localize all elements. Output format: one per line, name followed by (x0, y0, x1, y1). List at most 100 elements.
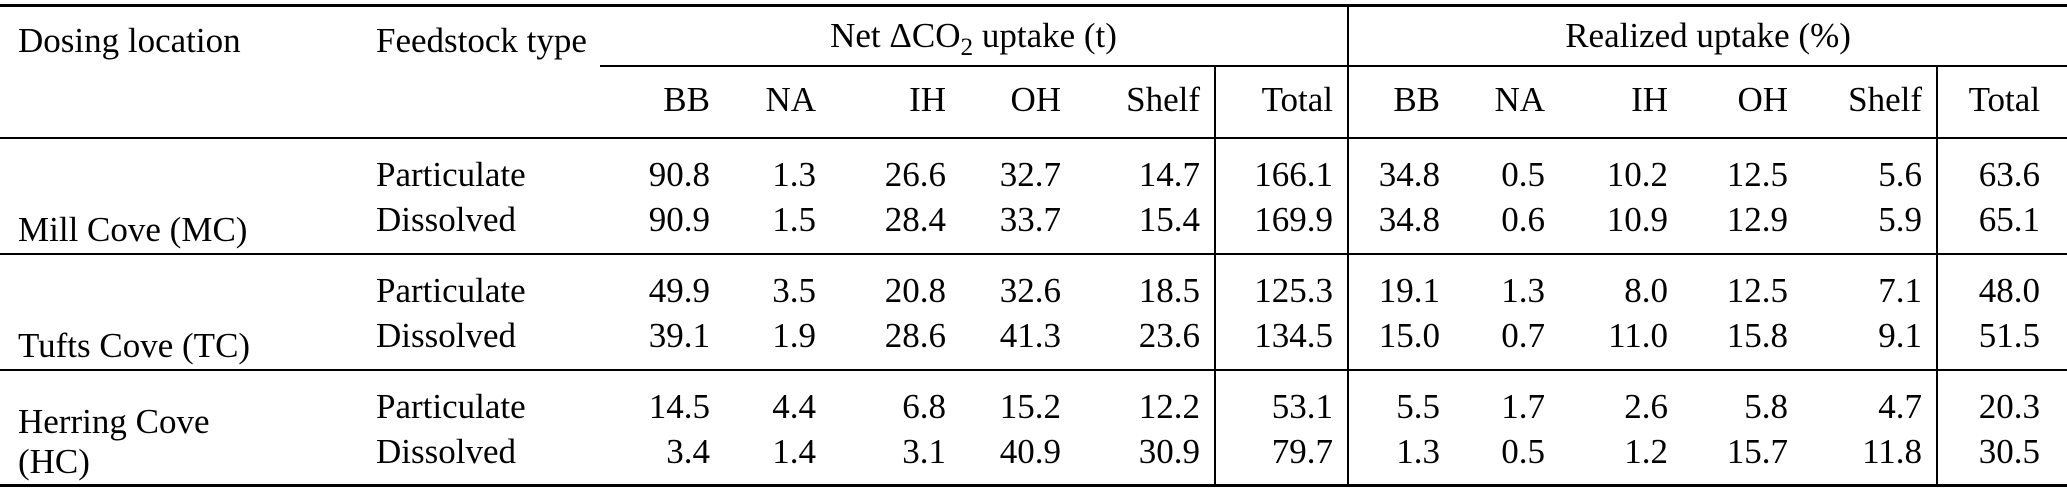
col-header-net-shelf: Shelf (1126, 80, 1200, 120)
table-row: Mill Cove (MC) Particulate 90.8 1.3 26.6… (0, 137, 2067, 249)
net-co2-uptake-group-header: Net ΔCO2 uptake (t) (600, 5, 1349, 67)
cell-value: 15.2 (999, 387, 1061, 427)
mill-cove-group: Mill Cove (MC) Particulate 90.8 1.3 26.6… (0, 137, 2067, 254)
cell-value: 26.6 (884, 155, 946, 195)
table-row: Dissolved 3.4 1.4 3.1 40.9 30.9 79.7 1.3… (0, 429, 2067, 486)
feedstock-cell: Dissolved (376, 431, 516, 471)
cell-total: 65.1 (1936, 197, 2067, 254)
cell-value: 19.1 (1347, 253, 1455, 314)
cell-total: 48.0 (1936, 253, 2067, 314)
cell-value: 15.4 (1138, 199, 1200, 239)
cell-value: 11.0 (1608, 315, 1669, 355)
col-header-realized-bb: BB (1347, 65, 1455, 138)
col-header-net-na: NA (765, 80, 816, 120)
cell-value: 10.2 (1606, 155, 1669, 195)
col-header-net-ih: IH (909, 80, 946, 120)
net-co2-title-pre: Net ΔCO (830, 16, 961, 56)
cell-value: 1.2 (1624, 431, 1669, 471)
cell-value: 3.1 (902, 431, 946, 471)
cell-value: 1.3 (1501, 271, 1546, 311)
feedstock-cell: Particulate (376, 271, 526, 311)
col-header-realized-na: NA (1494, 80, 1546, 120)
cell-value: 0.5 (1501, 431, 1546, 471)
cell-value: 15.7 (1726, 431, 1789, 471)
cell-value: 11.8 (1862, 431, 1923, 471)
cell-value: 23.6 (1138, 315, 1200, 355)
cell-value: 1.9 (772, 315, 816, 355)
cell-total: 63.6 (1936, 137, 2067, 198)
cell-value: 12.5 (1726, 155, 1789, 195)
cell-value: 40.9 (999, 431, 1061, 471)
table-row: Dissolved 39.1 1.9 28.6 41.3 23.6 134.5 … (0, 313, 2067, 370)
cell-value: 15.8 (1726, 315, 1789, 355)
cell-value: 1.3 (1347, 429, 1455, 486)
col-header-net-bb: BB (663, 80, 710, 120)
col-header-realized-ih: IH (1631, 80, 1669, 120)
cell-value: 41.3 (999, 315, 1061, 355)
cell-total: 20.3 (1936, 369, 2067, 430)
cell-value: 20.8 (884, 271, 946, 311)
cell-value: 6.8 (902, 387, 946, 427)
cell-value: 5.5 (1347, 369, 1455, 430)
cell-value: 3.4 (666, 431, 710, 471)
cell-value: 34.8 (1347, 137, 1455, 198)
cell-value: 4.7 (1878, 387, 1923, 427)
cell-value: 14.7 (1138, 155, 1200, 195)
cell-total: 166.1 (1213, 137, 1349, 198)
location-cell: Mill Cove (MC) (18, 210, 248, 250)
cell-value: 90.9 (648, 199, 710, 239)
cell-value: 8.0 (1624, 271, 1669, 311)
cell-total: 134.5 (1213, 313, 1349, 370)
table-header: Dosing location Feedstock type Net ΔCO2 … (0, 5, 2067, 138)
location-cell: Herring Cove (HC) (18, 401, 210, 481)
cell-value: 12.5 (1726, 271, 1789, 311)
cell-value: 28.6 (884, 315, 946, 355)
cell-value: 1.7 (1501, 387, 1546, 427)
dosing-location-header: Dosing location (18, 21, 241, 60)
cell-total: 30.5 (1936, 429, 2067, 486)
cell-value: 5.9 (1878, 199, 1923, 239)
col-header-realized-oh: OH (1737, 80, 1789, 120)
table-row: Herring Cove (HC) Particulate 14.5 4.4 6… (0, 369, 2067, 481)
cell-value: 32.6 (999, 271, 1061, 311)
table-row: Tufts Cove (TC) Particulate 49.9 3.5 20.… (0, 253, 2067, 365)
feedstock-cell: Dissolved (376, 315, 516, 355)
cell-total: 79.7 (1213, 429, 1349, 486)
group-title-row: Dosing location Feedstock type Net ΔCO2 … (0, 5, 2067, 67)
feedstock-type-header: Feedstock type (376, 21, 587, 60)
cell-value: 2.6 (1624, 387, 1669, 427)
cell-value: 28.4 (884, 199, 946, 239)
feedstock-cell: Dissolved (376, 199, 516, 239)
cell-value: 12.9 (1726, 199, 1789, 239)
cell-value: 12.2 (1138, 387, 1200, 427)
cell-value: 7.1 (1878, 271, 1923, 311)
col-header-realized-shelf: Shelf (1848, 80, 1923, 120)
cell-value: 34.8 (1347, 197, 1455, 254)
cell-value: 14.5 (648, 387, 710, 427)
table-row: Dissolved 90.9 1.5 28.4 33.7 15.4 169.9 … (0, 197, 2067, 254)
cell-value: 5.6 (1878, 155, 1923, 195)
col-header-realized-total: Total (1936, 65, 2067, 138)
net-co2-title-post: uptake (t) (973, 16, 1117, 56)
feedstock-cell: Particulate (376, 155, 526, 195)
cell-value: 1.4 (772, 431, 816, 471)
cell-value: 0.5 (1501, 155, 1546, 195)
cell-value: 39.1 (648, 315, 710, 355)
cell-value: 0.6 (1501, 199, 1546, 239)
herring-cove-group: Herring Cove (HC) Particulate 14.5 4.4 6… (0, 369, 2067, 486)
co2-uptake-results-table: Dosing location Feedstock type Net ΔCO2 … (0, 4, 2067, 487)
cell-value: 15.0 (1347, 313, 1455, 370)
cell-value: 1.3 (772, 155, 816, 195)
col-header-net-total: Total (1213, 65, 1349, 138)
tufts-cove-group: Tufts Cove (TC) Particulate 49.9 3.5 20.… (0, 253, 2067, 370)
cell-value: 5.8 (1744, 387, 1789, 427)
realized-uptake-group-header: Realized uptake (%) (1347, 5, 2067, 67)
cell-total: 125.3 (1213, 253, 1349, 314)
cell-value: 32.7 (999, 155, 1061, 195)
co2-subscript: 2 (960, 34, 974, 62)
cell-total: 53.1 (1213, 369, 1349, 430)
cell-value: 10.9 (1606, 199, 1669, 239)
cell-value: 1.5 (772, 199, 816, 239)
cell-value: 90.8 (648, 155, 710, 195)
